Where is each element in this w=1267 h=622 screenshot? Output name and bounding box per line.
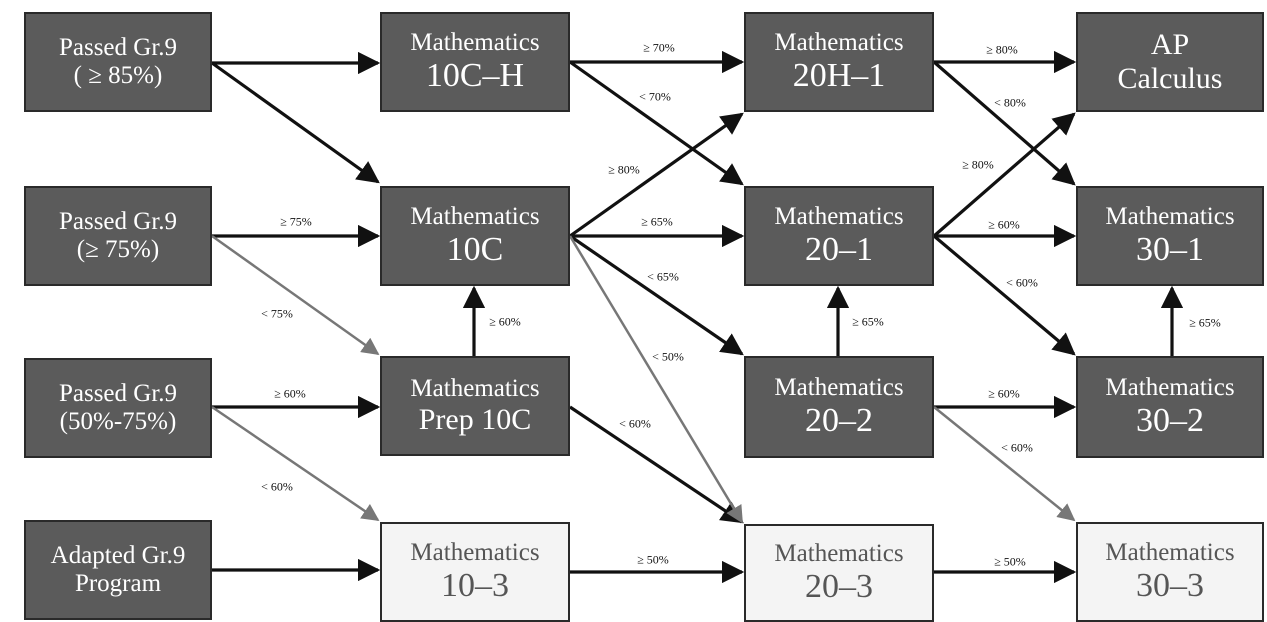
node-line1: Mathematics: [774, 373, 904, 401]
node-adapted-gr9-program: Adapted Gr.9 Program: [24, 520, 212, 620]
node-line1: Mathematics: [410, 28, 540, 56]
node-math-10c: Mathematics 10C: [380, 186, 570, 286]
node-math-10-3: Mathematics 10–3: [380, 522, 570, 622]
edge-m201-to-ap: [932, 112, 1076, 238]
edge-m10c-to-m20h1: [569, 112, 744, 238]
node-math-30-1: Mathematics 30–1: [1076, 186, 1264, 286]
node-math-20-1: Mathematics 20–1: [744, 186, 934, 286]
edge-label-m10c-to-m20h1: ≥ 80%: [608, 162, 640, 177]
node-line2: Program: [74, 570, 162, 597]
edge-label-g9_75-to-m10c: ≥ 75%: [280, 214, 312, 229]
edge-m201-to-m302: [932, 234, 1076, 356]
node-line2: 30–1: [1136, 230, 1204, 268]
node-line1: Mathematics: [1105, 202, 1235, 230]
node-line2: (≥ 75%): [76, 236, 160, 263]
node-line2: 20–2: [805, 401, 873, 439]
node-line2: 10–3: [441, 566, 509, 604]
edge-prep10c-to-m203: [569, 405, 744, 524]
edge-label-m202-to-m201: ≥ 65%: [852, 314, 884, 329]
node-line1: Passed Gr.9: [58, 208, 178, 235]
edge-label-g9_75-to-prep10c: < 75%: [261, 306, 293, 321]
node-line2: 20–1: [805, 230, 873, 268]
node-line2: 10C: [446, 230, 504, 268]
edge-g9_75-to-prep10c: [211, 234, 380, 356]
node-line2: 20–3: [805, 567, 873, 605]
edge-label-m201-to-m302: < 60%: [1006, 275, 1038, 290]
node-ap-calculus: AP Calculus: [1076, 12, 1264, 112]
edge-label-m201-to-m301: ≥ 60%: [988, 217, 1020, 232]
node-line2: Prep 10C: [418, 403, 532, 437]
node-passed-gr9-85: Passed Gr.9 ( ≥ 85%): [24, 12, 212, 112]
edge-label-m202-to-m303: < 60%: [1001, 440, 1033, 455]
node-line2: 30–2: [1136, 401, 1204, 439]
edge-label-m201-to-ap: ≥ 80%: [962, 157, 994, 172]
node-math-30-3: Mathematics 30–3: [1076, 522, 1264, 622]
edge-label-m20h1-to-ap: ≥ 80%: [986, 42, 1018, 57]
node-line1: Mathematics: [410, 375, 540, 403]
node-passed-gr9-75: Passed Gr.9 (≥ 75%): [24, 186, 212, 286]
edge-label-prep10c-to-m10c: ≥ 60%: [489, 314, 521, 329]
node-math-prep-10c: Mathematics Prep 10C: [380, 356, 570, 456]
node-math-20-2: Mathematics 20–2: [744, 356, 934, 458]
node-line1: Mathematics: [774, 539, 904, 567]
edge-m202-to-m303: [933, 406, 1076, 522]
node-line2: Calculus: [1117, 62, 1223, 95]
edge-m10c-to-m202: [569, 234, 744, 356]
node-math-10c-h: Mathematics 10C–H: [380, 12, 570, 112]
node-math-20-3: Mathematics 20–3: [744, 524, 934, 622]
node-line1: Mathematics: [1105, 373, 1235, 401]
node-passed-gr9-50-75: Passed Gr.9 (50%-75%): [24, 358, 212, 458]
edge-label-m10c-to-m202: < 65%: [647, 269, 679, 284]
node-line1: Mathematics: [1105, 538, 1235, 566]
node-line1: Mathematics: [410, 538, 540, 566]
edge-label-m10ch-to-m201: < 70%: [639, 89, 671, 104]
node-line2: (50%-75%): [59, 408, 177, 435]
node-line1: Passed Gr.9: [58, 34, 178, 61]
node-line1: Mathematics: [410, 202, 540, 230]
edge-label-m20h1-to-m301: < 80%: [994, 95, 1026, 110]
edge-label-m103-to-m203: ≥ 50%: [637, 552, 669, 567]
edge-label-g9_50-to-prep10c: ≥ 60%: [274, 386, 306, 401]
node-line1: Mathematics: [774, 202, 904, 230]
edge-label-m10c-to-m203: < 50%: [652, 349, 684, 364]
edge-label-m203-to-m303: ≥ 50%: [994, 554, 1026, 569]
node-line2: 30–3: [1136, 566, 1204, 604]
node-line2: 10C–H: [425, 56, 525, 94]
edge-label-prep10c-to-m203: < 60%: [619, 416, 651, 431]
edge-label-m10ch-to-m20h1: ≥ 70%: [643, 40, 675, 55]
edge-g9_85-to-m10c: [211, 61, 380, 184]
node-line1: Passed Gr.9: [58, 380, 178, 407]
node-line1: Adapted Gr.9: [50, 542, 186, 569]
node-line1: AP: [1150, 28, 1190, 62]
node-line1: Mathematics: [774, 28, 904, 56]
edge-label-m10c-to-m201: ≥ 65%: [641, 214, 673, 229]
edge-label-m302-to-m301: ≥ 65%: [1189, 315, 1221, 330]
edge-m20h1-to-m301: [932, 60, 1076, 186]
edge-label-g9_50-to-m103: < 60%: [261, 479, 293, 494]
edge-m10c-to-m203: [568, 235, 744, 524]
edge-m10ch-to-m201: [569, 60, 744, 186]
node-line2: ( ≥ 85%): [73, 62, 163, 89]
node-math-30-2: Mathematics 30–2: [1076, 356, 1264, 458]
edge-g9_50-to-m103: [211, 405, 380, 522]
node-math-20h-1: Mathematics 20H–1: [744, 12, 934, 112]
node-line2: 20H–1: [792, 56, 886, 94]
edge-label-m202-to-m302: ≥ 60%: [988, 386, 1020, 401]
